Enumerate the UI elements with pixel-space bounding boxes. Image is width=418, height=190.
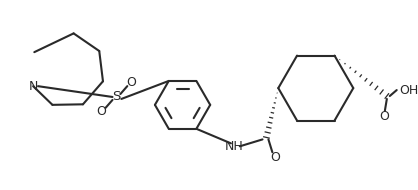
Text: O: O — [379, 110, 389, 123]
Text: O: O — [270, 151, 280, 164]
Text: N: N — [28, 80, 38, 93]
Text: O: O — [97, 105, 107, 118]
Text: O: O — [126, 76, 136, 89]
Text: S: S — [112, 90, 121, 104]
Text: NH: NH — [224, 140, 243, 153]
Text: OH: OH — [399, 84, 418, 97]
